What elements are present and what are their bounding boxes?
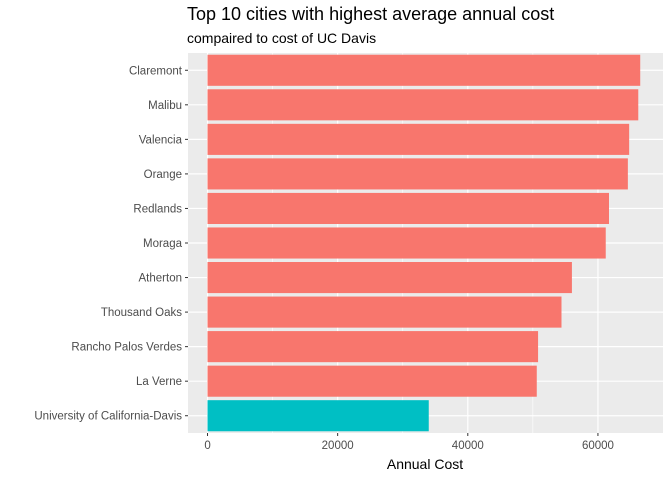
y-tick-label: Claremont: [129, 65, 183, 77]
bar-moraga: [207, 227, 606, 259]
bar-la-verne: [207, 365, 537, 397]
y-tick-label: Malibu: [148, 100, 182, 112]
x-tick-label: 60000: [582, 440, 614, 452]
bar-malibu: [207, 89, 639, 121]
y-tick-label: University of California-Davis: [34, 411, 182, 423]
y-tick-label: Orange: [144, 169, 182, 181]
bar-valencia: [207, 123, 630, 155]
bar-orange: [207, 158, 628, 190]
y-tick-label: Thousand Oaks: [101, 307, 182, 319]
y-tick-label: Redlands: [133, 203, 182, 215]
bar-redlands: [207, 192, 609, 224]
chart-subtitle: compaired to cost of UC Davis: [187, 30, 376, 46]
x-tick-label: 0: [204, 440, 210, 452]
bar-rancho-palos-verdes: [207, 331, 539, 363]
y-tick-label: Rancho Palos Verdes: [71, 342, 182, 354]
y-tick-label: La Verne: [136, 376, 182, 388]
y-tick-label: Atherton: [139, 273, 182, 285]
x-tick-label: 20000: [322, 440, 354, 452]
chart-title: Top 10 cities with highest average annua…: [187, 4, 554, 24]
x-axis-title: Annual Cost: [387, 456, 463, 472]
bar-university-of-california-davis: [207, 400, 429, 432]
y-tick-label: Valencia: [139, 134, 183, 146]
bar-atherton: [207, 262, 572, 294]
y-tick-label: Moraga: [143, 238, 183, 250]
x-axis: 0 20000 40000 60000: [204, 433, 614, 452]
bar-claremont: [207, 54, 641, 86]
bar-thousand-oaks: [207, 296, 562, 328]
bars: [207, 54, 641, 432]
x-tick-label: 40000: [452, 440, 484, 452]
y-axis: Claremont Malibu Valencia Orange Redlands Mor…: [34, 65, 188, 423]
